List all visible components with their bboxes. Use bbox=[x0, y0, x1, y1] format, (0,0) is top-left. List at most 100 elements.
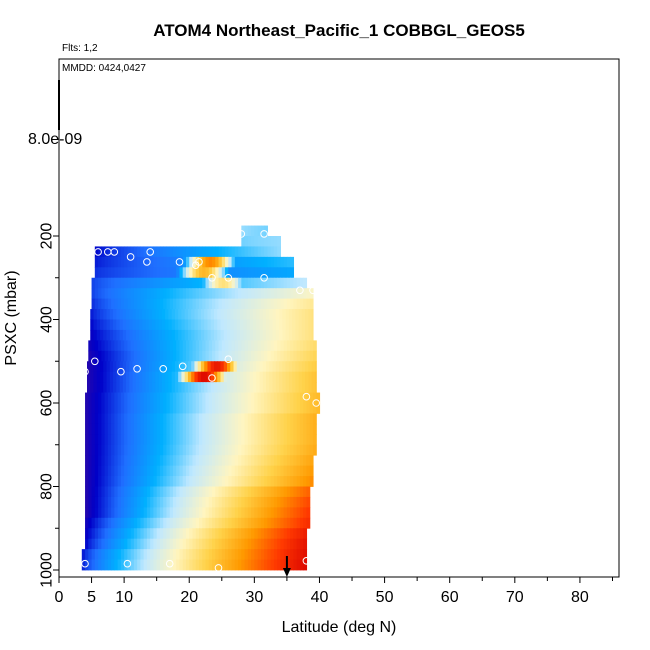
heatmap-cell-6 bbox=[303, 288, 308, 300]
heatmap-cell-20 bbox=[218, 434, 223, 446]
heatmap-cell-22 bbox=[270, 455, 275, 467]
heatmap-cell-10 bbox=[171, 329, 176, 341]
heatmap-cell-8 bbox=[285, 309, 290, 320]
heatmap-cell-17 bbox=[140, 403, 145, 414]
heatmap-cell-13 bbox=[305, 361, 309, 373]
heatmap-cell-13 bbox=[100, 361, 104, 373]
heatmap-cell-19 bbox=[273, 423, 278, 435]
heatmap-cell-16 bbox=[309, 392, 314, 404]
heatmap-cell-11 bbox=[143, 340, 148, 352]
heatmap-cell-9 bbox=[139, 319, 143, 331]
heatmap-cell-9 bbox=[269, 319, 274, 331]
heatmap-cell-23 bbox=[182, 465, 187, 477]
heatmap-cell-9 bbox=[308, 319, 313, 331]
heatmap-cell-26 bbox=[146, 496, 151, 508]
heatmap-cell-8 bbox=[269, 309, 274, 320]
heatmap-cell-15 bbox=[217, 382, 222, 393]
heatmap-cell-31 bbox=[172, 549, 177, 560]
heatmap-cell-23 bbox=[286, 465, 291, 477]
heatmap-cell-12 bbox=[293, 350, 298, 362]
heatmap-cell-15 bbox=[223, 382, 228, 393]
heatmap-cell-3 bbox=[133, 256, 138, 268]
heatmap-cell-25 bbox=[247, 486, 252, 498]
heatmap-cell-27 bbox=[124, 507, 128, 519]
heatmap-cell-15 bbox=[96, 382, 101, 393]
heatmap-cell-7 bbox=[286, 298, 291, 310]
heatmap-cell-24 bbox=[234, 476, 239, 487]
heatmap-cell-21 bbox=[208, 444, 213, 456]
heatmap-cell-2 bbox=[241, 246, 246, 258]
heatmap-cell-5 bbox=[137, 277, 141, 289]
heatmap-cell-32 bbox=[290, 559, 295, 571]
heatmap-cell-26 bbox=[182, 496, 187, 508]
heatmap-cell-29 bbox=[150, 528, 155, 540]
observation-point-1 bbox=[260, 230, 268, 238]
heatmap-cell-10 bbox=[200, 329, 205, 341]
heatmap-cell-32 bbox=[124, 559, 128, 571]
heatmap-cell-21 bbox=[195, 444, 200, 456]
heatmap-cell-8 bbox=[119, 309, 124, 320]
heatmap-cell-31 bbox=[221, 549, 226, 560]
heatmap-cell-24 bbox=[85, 476, 89, 487]
heatmap-cell-18 bbox=[257, 413, 262, 425]
heatmap-cell-19 bbox=[244, 423, 249, 435]
heatmap-cell-31 bbox=[127, 549, 132, 560]
heatmap-cell-29 bbox=[267, 528, 272, 540]
heatmap-cell-6 bbox=[234, 288, 239, 300]
heatmap-cell-27 bbox=[228, 507, 233, 519]
heatmap-cell-23 bbox=[176, 465, 181, 477]
heatmap-cell-31 bbox=[254, 549, 259, 560]
heatmap-cell-32 bbox=[189, 559, 194, 571]
heatmap-cell-23 bbox=[225, 465, 229, 477]
heatmap-cell-32 bbox=[176, 559, 181, 571]
heatmap-cell-18 bbox=[192, 413, 197, 425]
heatmap-cell-0 bbox=[244, 225, 249, 237]
heatmap-cell-13 bbox=[174, 361, 179, 373]
heatmap-cell-19 bbox=[166, 423, 171, 435]
heatmap-cell-23 bbox=[202, 465, 207, 477]
heatmap-cell-16 bbox=[273, 392, 278, 404]
heatmap-cell-28 bbox=[205, 517, 210, 529]
heatmap-cell-29 bbox=[107, 528, 112, 540]
heatmap-cell-26 bbox=[172, 496, 177, 508]
heatmap-cell-8 bbox=[129, 309, 134, 320]
heatmap-cell-11 bbox=[111, 340, 115, 352]
heatmap-cell-27 bbox=[111, 507, 115, 519]
heatmap-cell-22 bbox=[166, 455, 171, 467]
heatmap-cell-13 bbox=[298, 361, 303, 373]
heatmap-cell-5 bbox=[277, 277, 281, 289]
heatmap-cell-25 bbox=[85, 486, 89, 498]
heatmap-cell-26 bbox=[107, 496, 112, 508]
heatmap-cell-24 bbox=[94, 476, 99, 487]
heatmap-cell-11 bbox=[107, 340, 112, 352]
heatmap-cell-24 bbox=[124, 476, 128, 487]
heatmap-cell-27 bbox=[225, 507, 229, 519]
heatmap-cell-12 bbox=[212, 350, 216, 362]
heatmap-cell-9 bbox=[285, 319, 290, 331]
heatmap-cell-18 bbox=[290, 413, 295, 425]
heatmap-cell-16 bbox=[156, 392, 161, 404]
heatmap-cell-9 bbox=[227, 319, 231, 331]
heatmap-cell-18 bbox=[244, 413, 249, 425]
heatmap-cell-21 bbox=[303, 444, 308, 456]
heatmap-cell-21 bbox=[94, 444, 99, 456]
heatmap-cell-8 bbox=[240, 309, 244, 320]
heatmap-cell-27 bbox=[208, 507, 213, 519]
heatmap-cell-29 bbox=[241, 528, 246, 540]
heatmap-cell-30 bbox=[231, 538, 236, 550]
heatmap-cell-18 bbox=[264, 413, 268, 425]
heatmap-cell-27 bbox=[264, 507, 268, 519]
heatmap-cell-3 bbox=[156, 256, 161, 268]
heatmap-cell-31 bbox=[257, 549, 262, 560]
heatmap-cell-5 bbox=[150, 277, 155, 289]
heatmap-cell-8 bbox=[272, 309, 277, 320]
heatmap-cell-3 bbox=[124, 256, 128, 268]
heatmap-cell-10 bbox=[174, 329, 179, 341]
heatmap-cell-17 bbox=[98, 403, 102, 414]
heatmap-cell-8 bbox=[308, 309, 313, 320]
heatmap-cell-4 bbox=[290, 267, 295, 279]
heatmap-cell-13 bbox=[295, 361, 300, 373]
heatmap-cell-17 bbox=[185, 403, 190, 414]
heatmap-cell-28 bbox=[117, 517, 122, 529]
heatmap-cell-15 bbox=[191, 382, 196, 393]
